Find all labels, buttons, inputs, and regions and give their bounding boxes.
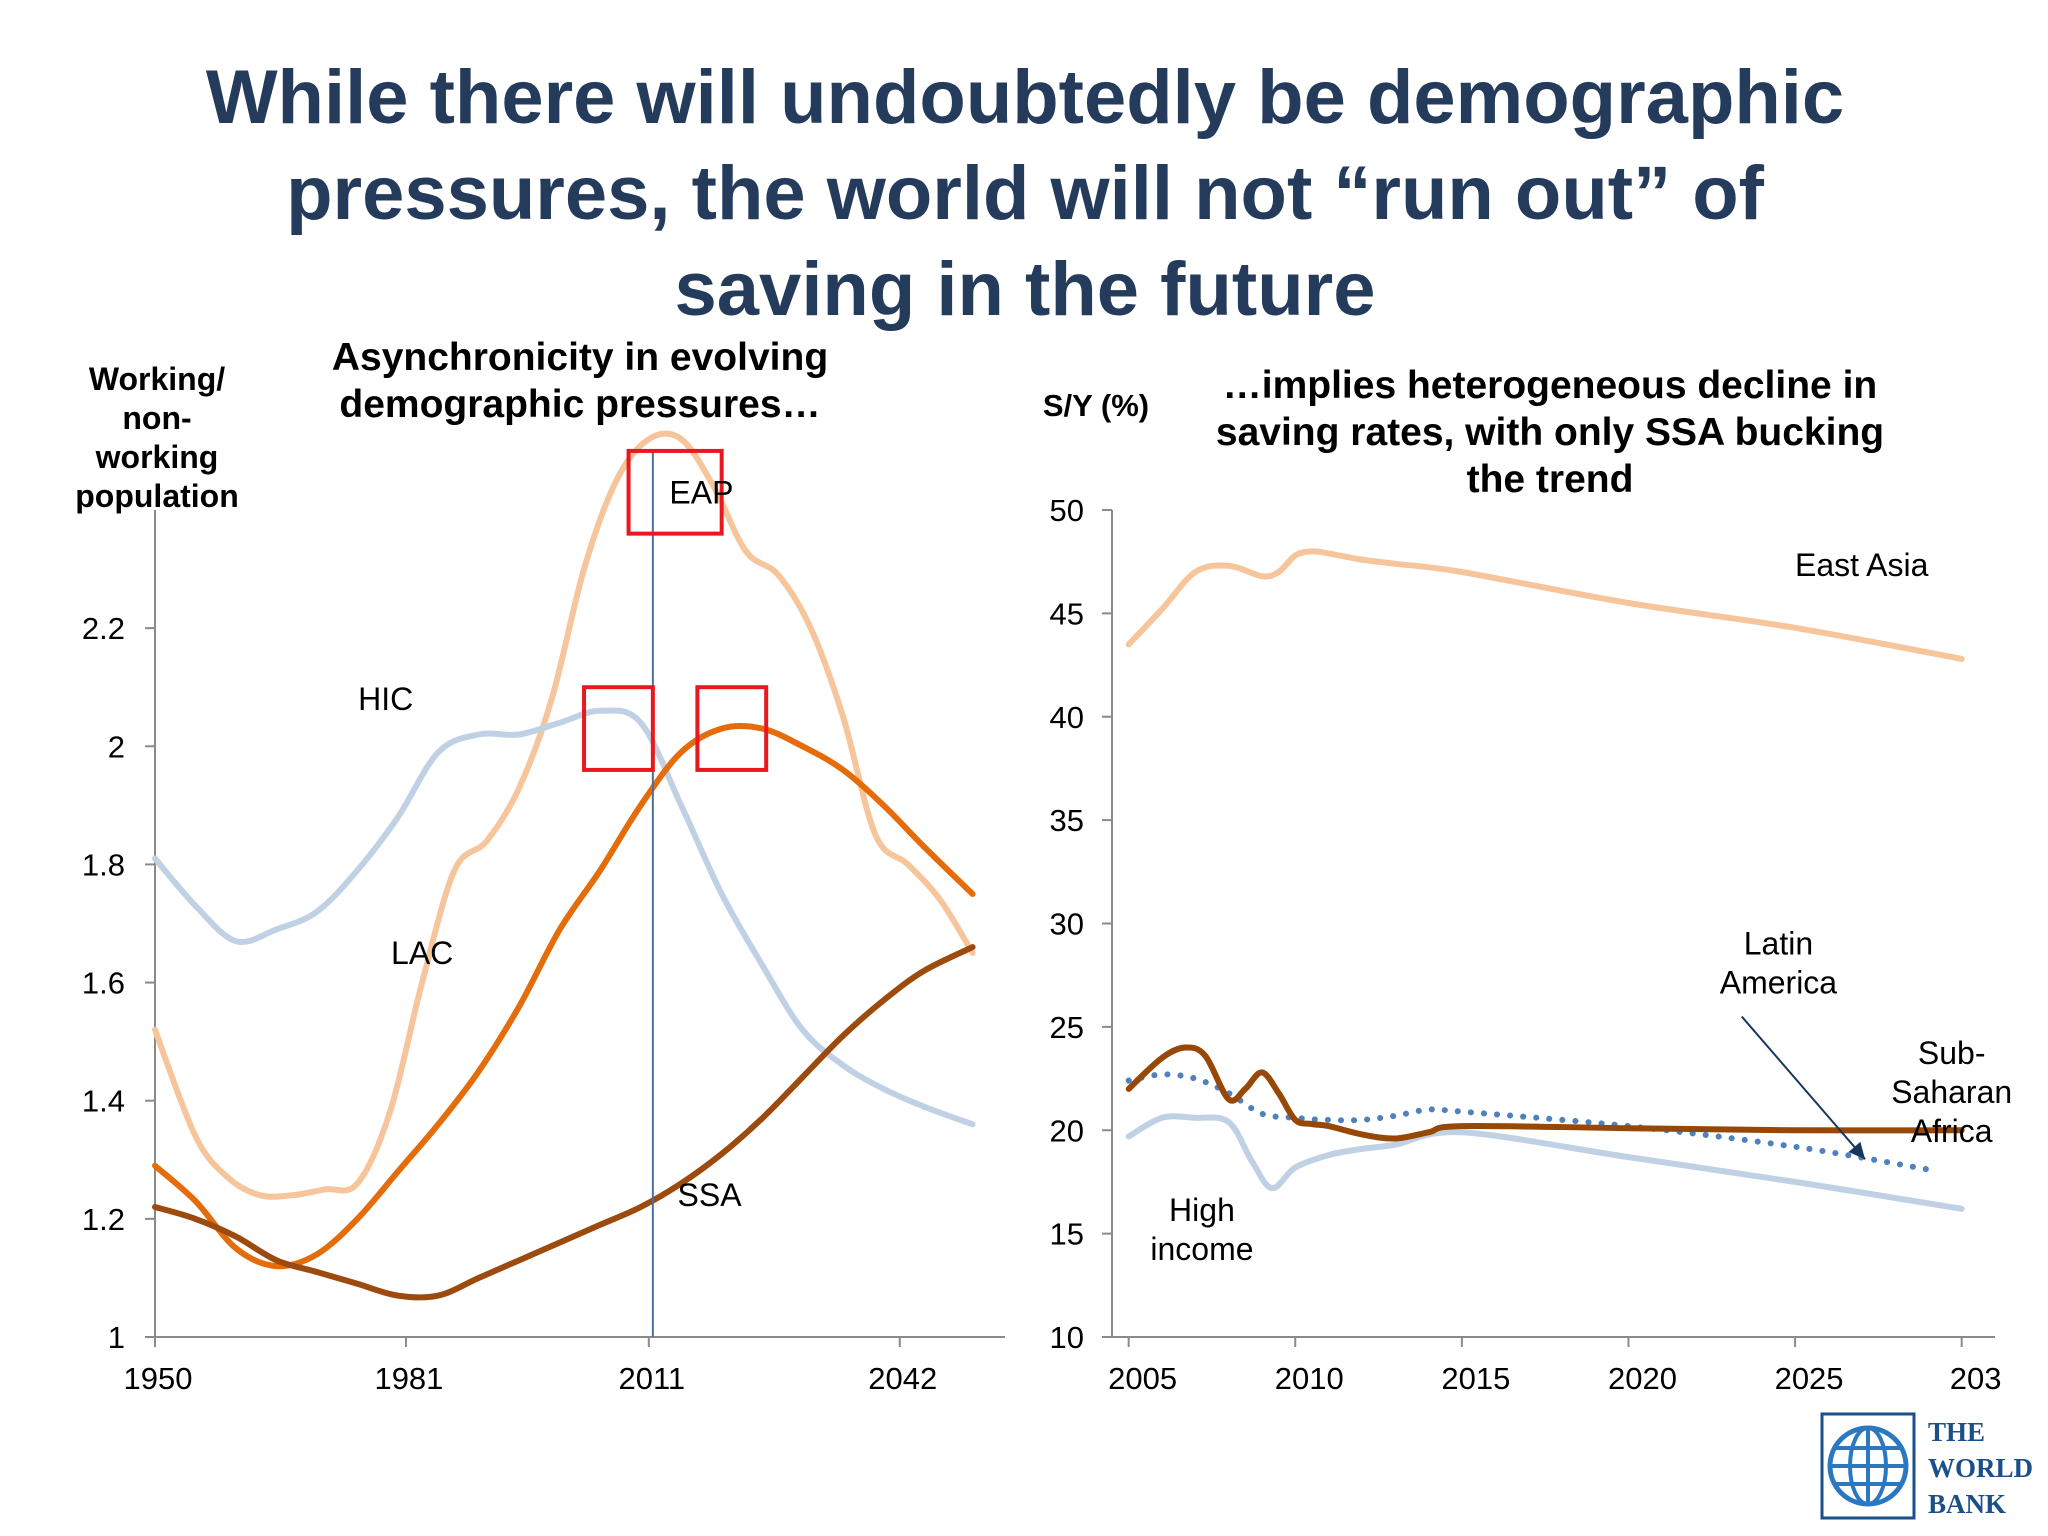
slide-title-line-2: pressures, the world will not “run out” … [286,151,1764,236]
series-label-latin-america: Latin [1744,926,1813,962]
right-x-tick-label: 2025 [1775,1361,1844,1396]
world-bank-logo: THE WORLD BANK [1820,1412,2045,1524]
left-x-tick-label: 1950 [124,1361,193,1396]
series-line-sub-saharan-africa [1125,1044,1965,1142]
right-y-tick-label: 35 [1050,803,1084,838]
series-line-ssa [152,944,976,1301]
left-y-tick-label: 2.2 [82,611,125,646]
series-label-ssa: SSA [678,1177,743,1213]
right-x-tick-label: 2005 [1108,1361,1177,1396]
right-x-tick-label: 2010 [1275,1361,1344,1396]
right-y-tick-label: 50 [1050,493,1084,528]
right-y-tick-label: 40 [1050,700,1084,735]
left-x-tick-label: 2042 [868,1361,937,1396]
left-x-tick-label: 2011 [618,1361,685,1396]
series-label-eap: EAP [669,474,733,510]
left-y-tick-label: 1.2 [82,1202,125,1237]
slide-title-line-3: saving in the future [674,247,1376,332]
right-y-tick-label: 30 [1050,907,1084,942]
annotation-arrow-line [1741,1015,1866,1160]
right-y-tick-label: 15 [1050,1217,1084,1252]
series-line-lac [152,722,976,1270]
series-label-east-asia: East Asia [1795,547,1929,583]
right-chart-title-line-1: …implies heterogeneous decline in [1223,364,1878,407]
highlight-box [582,685,655,772]
series-line-latin-america [1125,1071,1932,1173]
series-label-high-income: income [1150,1231,1253,1267]
series-label-sub-saharan-africa: Africa [1911,1113,1993,1149]
series-line-east-asia [1125,548,1965,662]
logo-line-3: BANK [1928,1489,2007,1519]
right-x-tick-label: 2020 [1608,1361,1677,1396]
annotation-arrow-head [1848,1141,1866,1160]
left-y-tick-label: 1.6 [82,966,125,1001]
logo-text: THE WORLD BANK [1928,1414,2033,1522]
slide-title-line-1: While there will undoubtedly be demograp… [205,55,1845,140]
logo-line-1: THE [1928,1417,1986,1447]
logo-line-2: WORLD [1928,1453,2034,1483]
highlight-box [626,448,724,536]
right-y-tick-label: 45 [1050,596,1084,631]
right-chart-title-line-3: the trend [1467,458,1634,501]
saving-rate-chart: …implies heterogeneous decline insaving … [1043,364,2012,1396]
series-label-hic: HIC [358,681,413,717]
left-y-tick-label: 1.4 [82,1084,125,1119]
slide-title: While there will undoubtedly be demograp… [110,50,1940,338]
series-label-sub-saharan-africa: Saharan [1891,1074,2012,1110]
left-y-axis-label-line-2: non- [122,400,191,436]
right-y-tick-label: 25 [1050,1010,1084,1045]
right-y-axis-label: S/Y (%) [1043,388,1149,423]
series-line-eap [152,430,976,1200]
series-label-lac: LAC [391,935,453,971]
right-chart-title-line-2: saving rates, with only SSA bucking [1216,411,1884,454]
right-x-tick-label: 2015 [1441,1361,1510,1396]
right-y-tick-label: 20 [1050,1113,1084,1148]
series-label-high-income: High [1169,1192,1235,1228]
highlight-box [695,685,769,772]
left-y-tick-label: 2 [108,729,125,764]
left-y-tick-label: 1 [108,1320,125,1355]
series-label-sub-saharan-africa: Sub- [1918,1035,1986,1071]
series-line-high-income [1125,1113,1965,1212]
series-label-latin-america: America [1720,965,1838,1001]
left-y-tick-label: 1.8 [82,847,125,882]
left-chart-title-line-2: demographic pressures… [339,383,820,426]
right-x-tick-label: 203 [1950,1361,2002,1396]
left-chart-title-line-1: Asynchronicity in evolving [332,336,828,379]
left-y-axis-label-line-1: Working/ [89,361,225,397]
left-y-axis-label-line-4: population [75,478,239,514]
right-y-tick-label: 10 [1050,1320,1084,1355]
series-line-hic [152,707,976,1128]
left-x-tick-label: 1981 [374,1361,443,1396]
left-y-axis-label-line-3: working [95,439,219,475]
globe-icon [1820,1412,1916,1520]
